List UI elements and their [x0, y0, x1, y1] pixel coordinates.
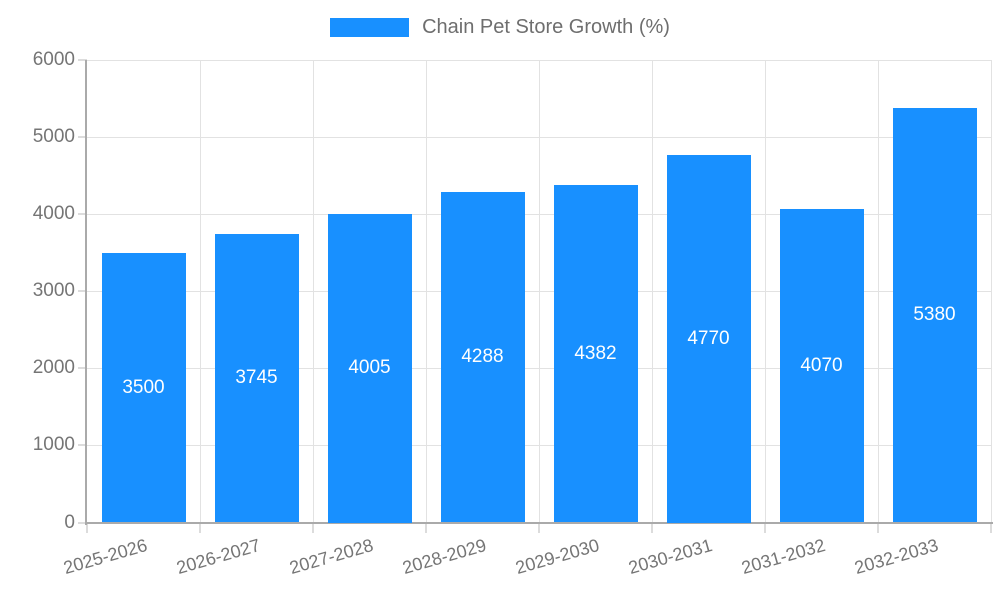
x-axis-tick	[877, 523, 879, 533]
bar[interactable]: 4005	[327, 213, 412, 523]
gridline-v	[199, 60, 201, 523]
bar[interactable]: 4070	[779, 208, 864, 523]
x-axis-tick	[990, 523, 992, 533]
y-axis-tick-label: 0	[64, 511, 75, 533]
x-axis-tick	[651, 523, 653, 533]
x-axis-tick	[425, 523, 427, 533]
y-axis-tick-label: 5000	[32, 126, 75, 148]
y-axis-tick	[78, 290, 87, 293]
y-axis-tick-label: 4000	[32, 203, 75, 225]
bar-value-label: 3745	[235, 367, 278, 389]
gridline-v	[425, 60, 427, 523]
y-axis-tick-label: 3000	[32, 280, 75, 302]
y-axis-line	[85, 60, 87, 525]
bar-value-label: 4288	[461, 346, 504, 368]
bar-value-label: 5380	[913, 304, 956, 326]
y-axis-tick-label: 2000	[32, 357, 75, 379]
bar[interactable]: 4382	[553, 184, 638, 523]
legend-label[interactable]: Chain Pet Store Growth (%)	[422, 16, 670, 38]
bar[interactable]: 3745	[214, 233, 299, 523]
y-axis-tick	[78, 444, 87, 447]
legend-swatch[interactable]	[330, 17, 410, 37]
bar-value-label: 4070	[800, 354, 843, 376]
bar[interactable]: 3500	[101, 252, 186, 523]
gridline-v	[877, 60, 879, 523]
bar[interactable]: 4288	[440, 191, 525, 523]
x-axis-tick	[312, 523, 314, 533]
bar-value-label: 4005	[348, 357, 391, 379]
bar-value-label: 4382	[574, 342, 617, 364]
legend: Chain Pet Store Growth (%)	[0, 16, 1000, 38]
y-axis-tick	[78, 521, 87, 524]
y-axis-tick-label: 6000	[32, 49, 75, 70]
gridline-v	[538, 60, 540, 523]
y-axis-tick	[78, 367, 87, 370]
x-axis-tick	[199, 523, 201, 533]
x-axis-line	[85, 521, 993, 524]
x-axis-tick	[86, 523, 88, 533]
x-axis-tick	[538, 523, 540, 533]
bar[interactable]: 4770	[666, 154, 751, 523]
y-axis-tick	[78, 59, 87, 61]
bar[interactable]: 5380	[892, 107, 977, 523]
y-axis-tick	[78, 136, 87, 139]
bar-value-label: 4770	[687, 327, 730, 349]
y-axis-tick-label: 1000	[32, 434, 75, 456]
gridline-v	[312, 60, 314, 523]
x-axis-tick	[764, 523, 766, 533]
bar-value-label: 3500	[122, 376, 165, 398]
gridline-v	[651, 60, 653, 523]
gridline-v	[990, 60, 992, 523]
y-axis-tick	[78, 213, 87, 216]
gridline-v	[764, 60, 766, 523]
